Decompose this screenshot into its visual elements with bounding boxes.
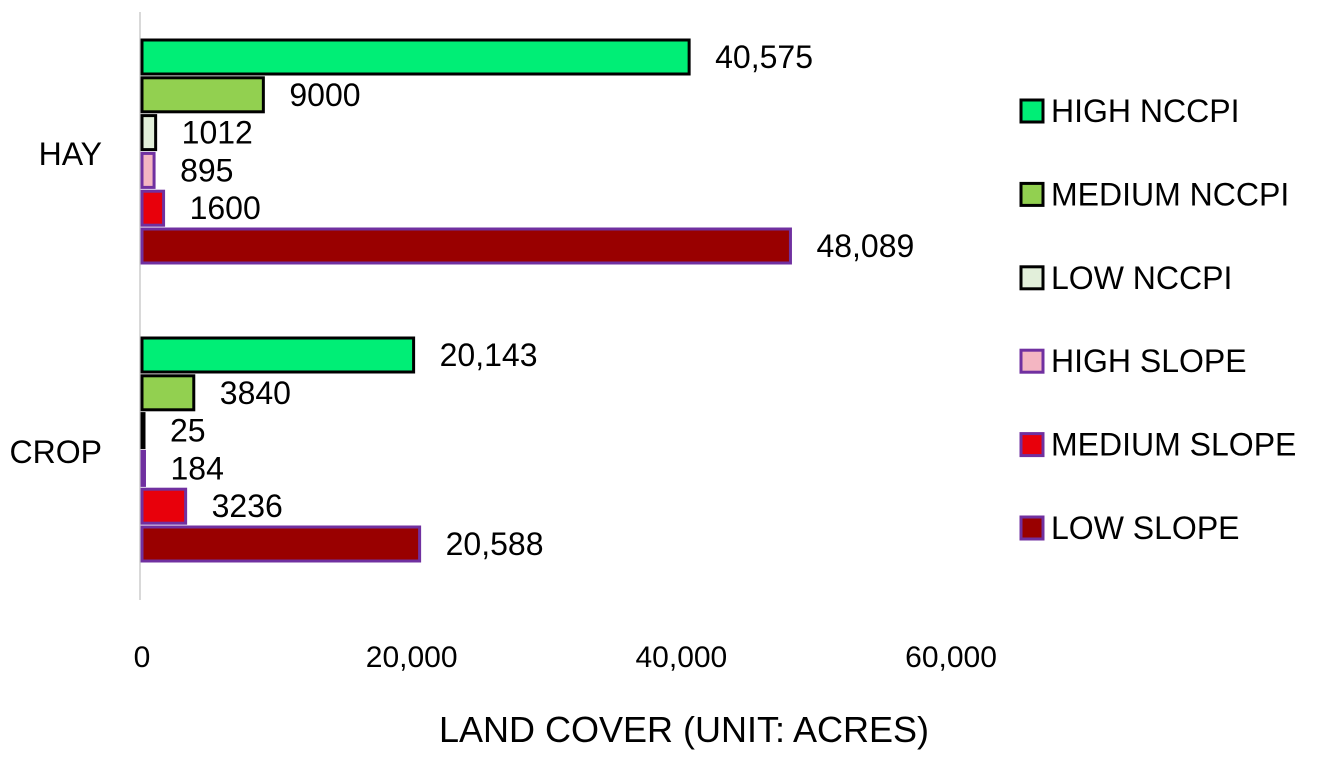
data-label-crop-medium-nccpi: 3840 (220, 375, 291, 411)
bars-group (140, 38, 792, 563)
data-label-hay-low-slope: 48,089 (816, 228, 914, 264)
data-label-crop-high-nccpi: 20,143 (440, 337, 538, 373)
legend-swatch-high-nccpi (1019, 98, 1045, 124)
legend-swatch-low-nccpi (1019, 265, 1045, 291)
x-axis-title: LAND COVER (UNIT: ACRES) (439, 709, 929, 750)
bar-hay-medium-nccpi (140, 76, 265, 114)
legend-swatch-high-slope (1019, 348, 1045, 374)
data-label-hay-high-slope: 895 (180, 152, 233, 188)
bar-crop-low-nccpi (140, 412, 146, 450)
data-label-crop-medium-slope: 3236 (212, 488, 283, 524)
x-tick-label: 40,000 (635, 641, 727, 674)
data-label-hay-low-nccpi: 1012 (182, 115, 253, 151)
bar-hay-high-nccpi (140, 38, 691, 76)
bar-crop-medium-slope (140, 487, 188, 525)
data-label-crop-low-slope: 20,588 (446, 526, 544, 562)
legend-swatch-medium-nccpi (1019, 181, 1045, 207)
bar-hay-high-slope (140, 151, 156, 189)
bar-hay-low-nccpi (140, 114, 158, 152)
data-label-crop-high-slope: 184 (170, 450, 223, 486)
legend-swatch-medium-slope (1019, 432, 1045, 458)
category-label-hay: HAY (39, 136, 102, 172)
category-label-crop: CROP (10, 434, 102, 470)
data-label-hay-medium-nccpi: 9000 (289, 77, 360, 113)
legend-label-high-slope: HIGH SLOPE (1051, 343, 1247, 379)
bar-hay-medium-slope (140, 189, 166, 227)
x-tick-label: 0 (134, 641, 151, 674)
legend-swatch-low-slope (1019, 515, 1045, 541)
legend-label-medium-slope: MEDIUM SLOPE (1051, 427, 1296, 463)
data-label-hay-medium-slope: 1600 (190, 190, 261, 226)
legend-label-medium-nccpi: MEDIUM NCCPI (1051, 176, 1289, 212)
x-tick-label: 60,000 (905, 641, 997, 674)
x-tick-label: 20,000 (366, 641, 458, 674)
bar-crop-medium-nccpi (140, 374, 196, 412)
x-tick-labels-group: 0 20,000 40,000 60,000 (134, 641, 997, 674)
bar-crop-low-slope (140, 525, 422, 563)
legend: HIGH NCCPI MEDIUM NCCPI LOW NCCPI HIGH SLOP… (1019, 93, 1296, 546)
bar-crop-high-nccpi (140, 336, 416, 374)
data-label-hay-high-nccpi: 40,575 (715, 39, 813, 75)
legend-label-high-nccpi: HIGH NCCPI (1051, 93, 1239, 129)
legend-label-low-nccpi: LOW NCCPI (1051, 260, 1232, 296)
category-labels-group: HAY CROP (10, 136, 102, 470)
data-label-crop-low-nccpi: 25 (170, 413, 206, 449)
bar-crop-high-slope (140, 449, 146, 487)
legend-label-low-slope: LOW SLOPE (1051, 510, 1240, 546)
bar-hay-low-slope (140, 227, 792, 265)
